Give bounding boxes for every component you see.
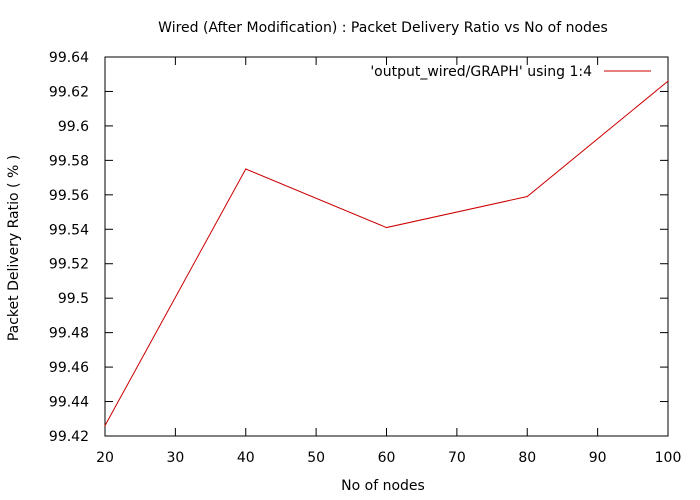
x-tick-label: 100 xyxy=(655,450,682,466)
y-tick-label: 99.64 xyxy=(49,50,89,66)
data-point xyxy=(667,80,669,82)
y-tick-label: 99.56 xyxy=(49,188,89,204)
y-tick-label: 99.62 xyxy=(49,84,89,100)
x-tick-label: 80 xyxy=(518,450,536,466)
y-tick-label: 99.44 xyxy=(49,395,89,411)
x-tick-label: 40 xyxy=(237,450,255,466)
y-tick-label: 99.48 xyxy=(49,326,89,342)
plot-frame xyxy=(104,56,669,437)
x-tick-label: 50 xyxy=(307,450,325,466)
y-tick-label: 99.5 xyxy=(58,291,89,307)
data-point xyxy=(385,226,388,229)
chart-title: Wired (After Modification) : Packet Deli… xyxy=(158,20,608,36)
x-axis: 20 30 40 50 60 70 80 90 100 xyxy=(96,57,681,466)
legend-label: 'output_wired/GRAPH' using 1:4 xyxy=(370,64,592,80)
y-tick-label: 99.6 xyxy=(58,119,89,135)
x-tick-label: 70 xyxy=(448,450,466,466)
y-tick-label: 99.58 xyxy=(49,153,89,169)
y-axis-label: Packet Delivery Ratio ( % ) xyxy=(6,155,22,341)
y-tick-label: 99.42 xyxy=(49,429,89,445)
series-layer xyxy=(104,80,669,427)
data-point xyxy=(526,195,528,198)
x-tick-label: 20 xyxy=(96,450,114,466)
legend: 'output_wired/GRAPH' using 1:4 xyxy=(370,64,651,80)
x-tick-label: 90 xyxy=(589,450,607,466)
y-tick-label: 99.52 xyxy=(49,257,89,273)
y-axis: 99.42 99.44 99.46 99.48 99.5 99.52 99.54 99.56 9… xyxy=(49,50,668,445)
data-point xyxy=(104,425,106,427)
y-tick-label: 99.46 xyxy=(49,360,89,376)
x-tick-label: 60 xyxy=(378,450,396,466)
x-tick-label: 30 xyxy=(166,450,184,466)
y-tick-label: 99.54 xyxy=(49,222,89,238)
data-point xyxy=(245,168,247,170)
x-axis-label: No of nodes xyxy=(341,478,425,494)
series-line xyxy=(104,80,669,426)
